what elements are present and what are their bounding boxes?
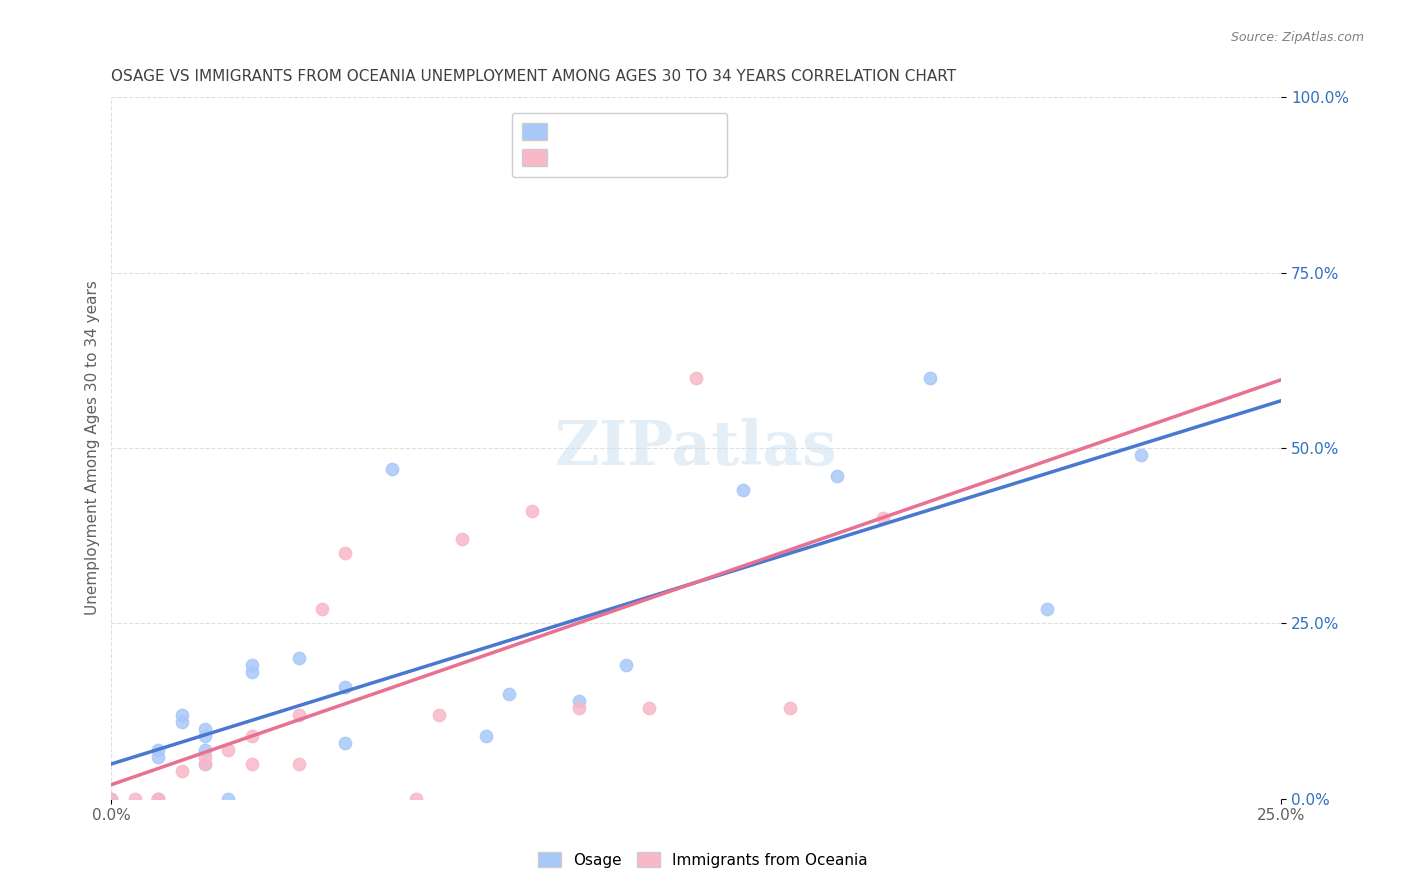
Text: ZIPatlas: ZIPatlas bbox=[555, 418, 838, 478]
Point bbox=[194, 756, 217, 771]
Point bbox=[287, 651, 309, 665]
Point bbox=[311, 602, 333, 616]
Text: Source: ZipAtlas.com: Source: ZipAtlas.com bbox=[1230, 31, 1364, 45]
Text: N =: N = bbox=[630, 128, 676, 147]
Point bbox=[240, 756, 263, 771]
Text: 0.503: 0.503 bbox=[592, 157, 645, 175]
Text: 26: 26 bbox=[668, 128, 692, 147]
Point bbox=[240, 729, 263, 743]
Point bbox=[568, 700, 591, 714]
Text: OSAGE VS IMMIGRANTS FROM OCEANIA UNEMPLOYMENT AMONG AGES 30 TO 34 YEARS CORRELAT: OSAGE VS IMMIGRANTS FROM OCEANIA UNEMPLO… bbox=[111, 69, 956, 84]
Text: 23: 23 bbox=[668, 157, 692, 175]
Point bbox=[522, 504, 544, 518]
Point bbox=[148, 791, 170, 805]
Point bbox=[148, 749, 170, 764]
Point bbox=[148, 791, 170, 805]
Text: 0.619: 0.619 bbox=[592, 128, 645, 147]
Point bbox=[335, 736, 357, 750]
Point bbox=[638, 700, 661, 714]
Point bbox=[194, 749, 217, 764]
Point bbox=[335, 546, 357, 560]
Text: R =: R = bbox=[554, 128, 589, 147]
Legend:                               ,                               : , bbox=[512, 112, 727, 178]
Point bbox=[405, 791, 427, 805]
Point bbox=[170, 764, 193, 778]
Point bbox=[381, 462, 404, 476]
Y-axis label: Unemployment Among Ages 30 to 34 years: Unemployment Among Ages 30 to 34 years bbox=[86, 281, 100, 615]
Point bbox=[1036, 602, 1059, 616]
Point bbox=[451, 532, 474, 546]
Point bbox=[872, 511, 894, 525]
Point bbox=[614, 658, 637, 673]
Point bbox=[825, 469, 848, 483]
Legend: Osage, Immigrants from Oceania: Osage, Immigrants from Oceania bbox=[530, 844, 876, 875]
Point bbox=[474, 729, 496, 743]
Point bbox=[920, 371, 942, 385]
Point bbox=[124, 791, 146, 805]
Text: R =: R = bbox=[554, 157, 589, 175]
Point bbox=[779, 700, 801, 714]
Point bbox=[170, 707, 193, 722]
Point bbox=[287, 707, 309, 722]
Point bbox=[194, 756, 217, 771]
Point bbox=[170, 714, 193, 729]
Point bbox=[1129, 448, 1152, 462]
Point bbox=[194, 742, 217, 756]
Point bbox=[217, 742, 239, 756]
Point bbox=[148, 742, 170, 756]
Point bbox=[240, 665, 263, 680]
Point bbox=[240, 658, 263, 673]
Point bbox=[568, 693, 591, 707]
Point bbox=[100, 791, 122, 805]
Point bbox=[148, 791, 170, 805]
Text: N =: N = bbox=[630, 157, 676, 175]
Point bbox=[287, 756, 309, 771]
Point bbox=[498, 686, 520, 700]
Point bbox=[685, 371, 707, 385]
Point bbox=[194, 729, 217, 743]
Point bbox=[335, 680, 357, 694]
Point bbox=[731, 483, 754, 497]
Point bbox=[100, 791, 122, 805]
Point bbox=[217, 791, 239, 805]
Point bbox=[427, 707, 450, 722]
Point bbox=[194, 722, 217, 736]
